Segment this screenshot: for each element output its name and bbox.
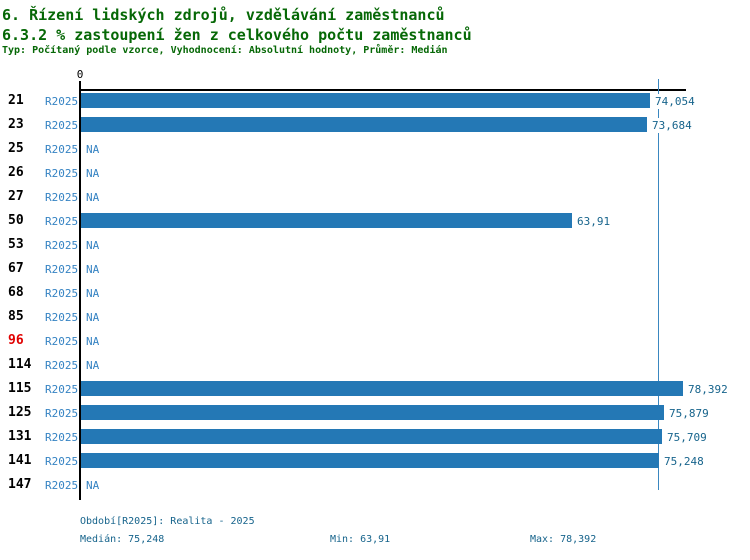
row-category-label: 131 — [8, 429, 32, 444]
row-series-label: R2025 — [45, 119, 79, 132]
value-bar — [81, 117, 647, 132]
row-category-label: 85 — [8, 309, 24, 324]
row-series-label: R2025 — [45, 407, 79, 420]
page-title: 6. Řízení lidských zdrojů, vzdělávání za… — [2, 6, 445, 24]
row-category-label: 25 — [8, 141, 24, 156]
row-category-label: 147 — [8, 477, 32, 492]
na-value-label: NA — [86, 359, 100, 372]
row-category-label: 141 — [8, 453, 32, 468]
value-bar — [81, 213, 572, 228]
value-bar — [81, 453, 659, 468]
row-series-label: R2025 — [45, 287, 79, 300]
row-category-label: 53 — [8, 237, 24, 252]
x-axis-zero-tick-label: 0 — [76, 68, 84, 81]
na-value-label: NA — [86, 167, 100, 180]
row-series-label: R2025 — [45, 263, 79, 276]
value-bar — [81, 93, 650, 108]
row-series-label: R2025 — [45, 335, 79, 348]
row-series-label: R2025 — [45, 239, 79, 252]
row-series-label: R2025 — [45, 359, 79, 372]
row-series-label: R2025 — [45, 95, 79, 108]
bar-value-label: 73,684 — [651, 118, 693, 133]
row-series-label: R2025 — [45, 167, 79, 180]
footer-period-label: Období[R2025]: Realita - 2025 — [80, 516, 255, 527]
row-category-label: 21 — [8, 93, 24, 108]
bar-value-label: 75,248 — [663, 454, 705, 469]
x-axis-line — [80, 89, 686, 91]
row-category-label: 68 — [8, 285, 24, 300]
row-series-label: R2025 — [45, 455, 79, 468]
indicator-subtitle: 6.3.2 % zastoupení žen z celkového počtu… — [2, 26, 472, 44]
na-value-label: NA — [86, 479, 100, 492]
row-series-label: R2025 — [45, 311, 79, 324]
na-value-label: NA — [86, 239, 100, 252]
row-series-label: R2025 — [45, 383, 79, 396]
na-value-label: NA — [86, 287, 100, 300]
value-bar — [81, 405, 664, 420]
na-value-label: NA — [86, 311, 100, 324]
row-series-label: R2025 — [45, 215, 79, 228]
bar-value-label: 75,879 — [668, 406, 710, 421]
na-value-label: NA — [86, 335, 100, 348]
footer-min-stat: Min: 63,91 — [330, 534, 391, 545]
bar-value-label: 63,91 — [576, 214, 612, 229]
row-series-label: R2025 — [45, 191, 79, 204]
footer-max-stat: Max: 78,392 — [530, 534, 597, 545]
median-reference-line — [658, 79, 659, 490]
row-category-label: 96 — [8, 333, 24, 348]
bar-value-label: 74,054 — [654, 94, 696, 109]
chart-meta-info: Typ: Počítaný podle vzorce, Vyhodnocení:… — [2, 45, 448, 56]
bar-value-label: 78,392 — [687, 382, 729, 397]
row-category-label: 125 — [8, 405, 32, 420]
row-series-label: R2025 — [45, 143, 79, 156]
value-bar — [81, 381, 683, 396]
value-bar — [81, 429, 662, 444]
row-category-label: 114 — [8, 357, 32, 372]
row-series-label: R2025 — [45, 431, 79, 444]
na-value-label: NA — [86, 191, 100, 204]
y-axis-line — [79, 81, 81, 500]
row-category-label: 50 — [8, 213, 24, 228]
row-category-label: 27 — [8, 189, 24, 204]
row-category-label: 23 — [8, 117, 24, 132]
row-category-label: 26 — [8, 165, 24, 180]
bar-value-label: 75,709 — [666, 430, 708, 445]
row-category-label: 115 — [8, 381, 32, 396]
row-category-label: 67 — [8, 261, 24, 276]
footer-median-stat: Medián: 75,248 — [80, 534, 165, 545]
na-value-label: NA — [86, 263, 100, 276]
row-series-label: R2025 — [45, 479, 79, 492]
na-value-label: NA — [86, 143, 100, 156]
